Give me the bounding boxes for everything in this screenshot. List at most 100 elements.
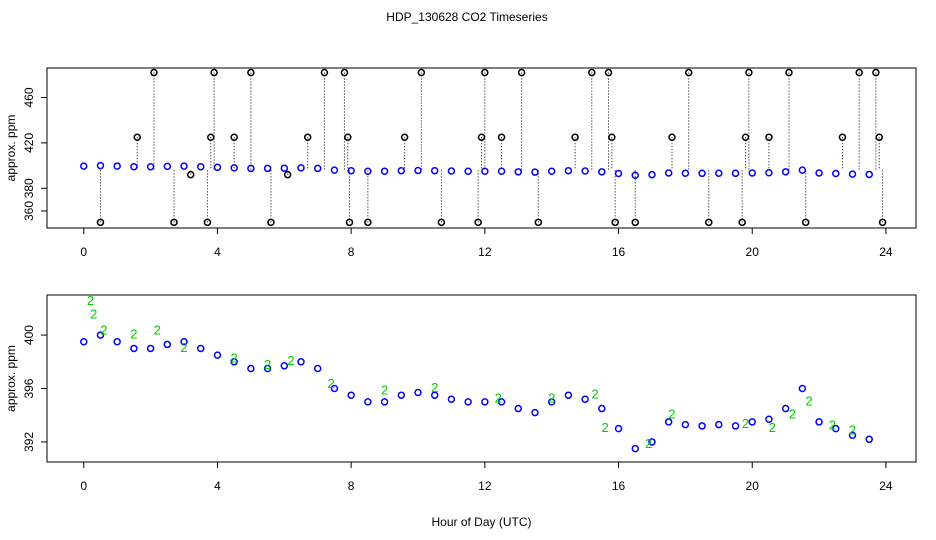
point-symbol: 2 [742,416,749,431]
point-symbol: 2 [645,436,652,451]
x-tick-label: 4 [214,479,221,493]
point-symbol: 2 [602,420,609,435]
y-tick-label: 396 [22,378,36,398]
x-tick-label: 20 [746,245,760,259]
point [186,170,195,179]
point [681,169,690,177]
x-tick-label: 4 [214,245,221,259]
point [531,408,539,417]
point [614,424,623,433]
point [514,404,523,413]
point [531,168,539,176]
y-tick-label: 420 [22,133,36,153]
point [474,218,482,227]
point [230,358,238,366]
point [534,218,543,227]
plot-frame [46,294,917,463]
point-symbol: 2 [829,417,836,432]
point [213,163,222,172]
point [648,438,656,446]
point [872,68,880,77]
point [832,424,840,433]
point [313,164,322,173]
figure-title: HDP_130628 CO2 Timeseries [386,10,547,24]
point [748,418,756,426]
point [598,404,606,413]
point [865,170,873,179]
point-symbol: 2 [668,407,675,422]
point [163,340,172,349]
point [815,418,823,426]
point-symbol: 2 [789,407,796,422]
point-symbol: 2 [495,391,502,406]
y-tick-label: 360 [22,201,36,221]
point [196,162,205,171]
point [297,358,305,366]
x-tick-label: 8 [348,245,355,259]
point [397,391,406,399]
point [798,166,807,174]
plot-frame [46,67,917,229]
point [96,161,105,170]
point [684,68,693,77]
point [247,164,255,173]
point [681,420,690,429]
point [497,133,506,141]
x-axis-label: Hour of Day (UTC) [431,515,531,529]
point [698,422,706,430]
point [765,415,773,423]
point [547,167,556,176]
point [564,166,573,175]
y-tick-label: 380 [22,178,36,198]
y-tick-label: 460 [22,87,36,107]
point [230,133,238,141]
point [330,166,339,174]
point [731,422,740,430]
point [668,133,676,141]
point-symbol: 2 [180,340,187,355]
point [832,169,840,178]
point [430,166,439,175]
point [614,169,623,178]
point [130,344,138,353]
point [705,218,713,227]
point [878,218,887,227]
y-tick-label: 400 [22,325,36,345]
point [320,68,329,77]
point [180,162,188,170]
point-symbol: 2 [287,353,294,368]
point [380,398,389,406]
point [571,133,579,141]
point [414,166,422,175]
point [608,133,616,141]
point [497,167,506,176]
point [330,384,339,393]
point [263,164,272,173]
point [283,170,292,179]
point [313,364,322,373]
point [80,162,88,170]
point [838,133,847,141]
point [414,388,422,397]
point [364,398,372,406]
point [464,398,472,406]
point [267,218,275,227]
point [196,344,205,353]
point [203,218,212,227]
point [815,169,823,177]
point-symbol: 2 [264,357,271,372]
point [648,170,656,179]
point [631,444,639,453]
point [344,133,352,141]
point [297,164,305,172]
point [345,218,354,227]
point [207,133,215,141]
point [146,162,155,171]
point [715,420,723,429]
x-tick-label: 16 [612,245,626,259]
point [210,68,218,77]
point [698,169,706,178]
point [875,133,883,141]
point [715,169,723,177]
